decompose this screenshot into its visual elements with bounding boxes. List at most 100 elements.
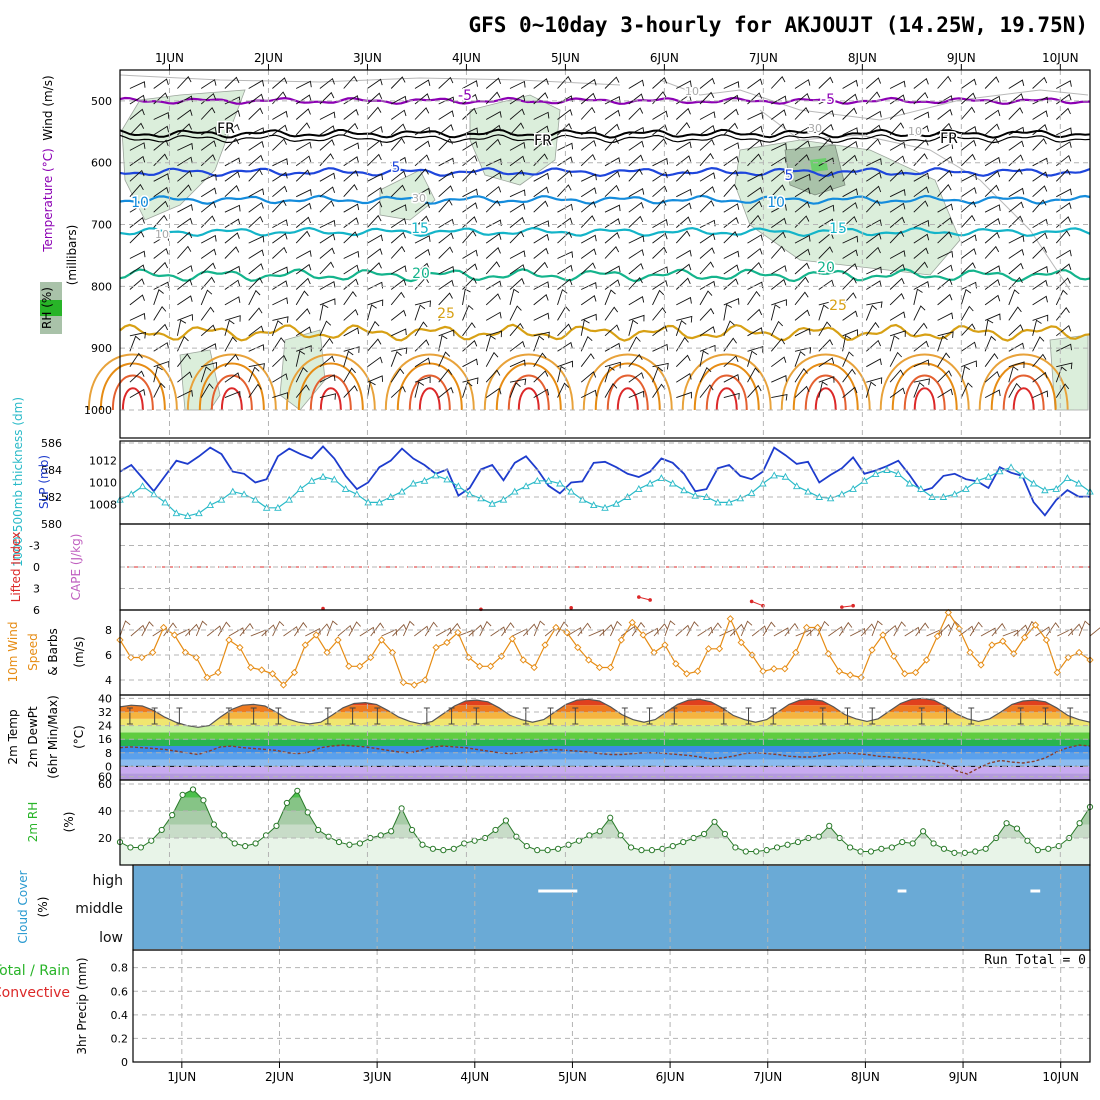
thickness-point (172, 509, 181, 517)
rh-point (920, 828, 927, 835)
tick-label: 3JUN (353, 51, 382, 65)
wind-speed-point (214, 668, 222, 677)
rh-point (429, 845, 437, 852)
wind-barb (580, 353, 595, 367)
wind-barb (794, 328, 811, 337)
wind-barb (272, 77, 288, 89)
wind-barb (913, 153, 928, 167)
wind-barb (794, 262, 810, 275)
wind-barb (747, 261, 762, 275)
wind-barb (485, 185, 502, 198)
wind-barb (889, 387, 906, 398)
wind-barb (319, 337, 334, 352)
wind-barb (773, 627, 790, 637)
wind-barb (889, 122, 905, 136)
wind-barb (485, 351, 499, 367)
wind-barb (557, 109, 573, 120)
wind-barb (319, 91, 335, 105)
temp-contour (121, 387, 144, 411)
rh-region (121, 89, 246, 221)
wind-barb (699, 344, 716, 352)
tick-label: 0.6 (111, 985, 129, 998)
tick-label: 580 (41, 518, 62, 531)
wind-barb (1032, 232, 1048, 244)
wind-barb (533, 233, 550, 244)
wind-barb (557, 170, 573, 182)
thickness-point (646, 479, 654, 487)
wind-barb (343, 291, 357, 306)
wind-barb (842, 107, 858, 120)
wind-barb (414, 107, 430, 120)
tick-label: 900 (91, 342, 112, 355)
temp-band (120, 766, 1090, 774)
rh-point (826, 822, 833, 829)
wind-barb (248, 289, 261, 306)
wind-barb (866, 301, 883, 308)
thickness-point (1063, 474, 1072, 482)
wind-barb (699, 77, 715, 89)
wind-barb (367, 92, 383, 105)
wind-barb (129, 183, 144, 197)
wind-speed-point (541, 641, 549, 649)
tick-label: 6JUN (650, 51, 679, 65)
wind-barb (937, 231, 953, 244)
temp-contour (198, 362, 265, 411)
wind-barb (1032, 76, 1048, 89)
thickness-point (871, 470, 880, 477)
contour-label: -5 (458, 88, 472, 104)
wind-speed-point (1042, 636, 1051, 644)
wind-barb (675, 107, 691, 120)
wind-barb (509, 108, 525, 120)
minmax-bar (844, 707, 851, 725)
wind-barb (119, 620, 131, 637)
wind-barb (343, 203, 360, 213)
wind-barb (913, 340, 929, 352)
wind-barb (699, 124, 716, 136)
wind-barb (580, 78, 597, 89)
wind-barb (129, 94, 146, 105)
tick-label: 4JUN (452, 51, 481, 65)
wind-barb (889, 263, 906, 275)
wind-barb (937, 170, 953, 182)
rh-point (554, 845, 562, 852)
wind-barb (319, 281, 336, 290)
wind-barb (367, 338, 382, 352)
temp-contour (384, 353, 475, 411)
wind-barb (628, 168, 643, 182)
wind-barb (770, 245, 786, 259)
wind-barb (960, 288, 972, 306)
wind-barb (153, 139, 169, 151)
wind-barb (794, 154, 810, 167)
wind-barb (272, 620, 285, 637)
thickness-point (409, 479, 418, 487)
wind-barb (533, 331, 550, 339)
wind-barb (818, 76, 834, 89)
tick-label: -3 (29, 540, 40, 553)
wind-barb (438, 232, 454, 244)
rh-point (440, 847, 447, 854)
wind-barb (652, 91, 667, 105)
tick-label: 5JUN (551, 51, 580, 65)
temp-contour (616, 387, 639, 411)
wind-barb (485, 199, 501, 213)
wind-barb (129, 331, 147, 339)
wind-barb (1008, 215, 1024, 228)
wind-barb (628, 262, 644, 275)
wind-barb (818, 265, 835, 275)
wind-barb (392, 623, 407, 637)
temp-contour (319, 387, 342, 411)
wind-barb (866, 77, 882, 89)
wind-barb (723, 298, 740, 306)
wind-barb (343, 327, 360, 337)
tick-label: 0 (121, 1056, 128, 1069)
wind-barb (177, 265, 193, 275)
temp-band (120, 705, 1090, 712)
wind-barb (557, 251, 574, 259)
temp-line (119, 697, 1091, 728)
temp-contour (186, 353, 277, 411)
wind-barb (295, 202, 312, 213)
wind-speed-point (661, 641, 669, 649)
wind-barb (512, 628, 528, 637)
wind-barb (604, 324, 620, 337)
